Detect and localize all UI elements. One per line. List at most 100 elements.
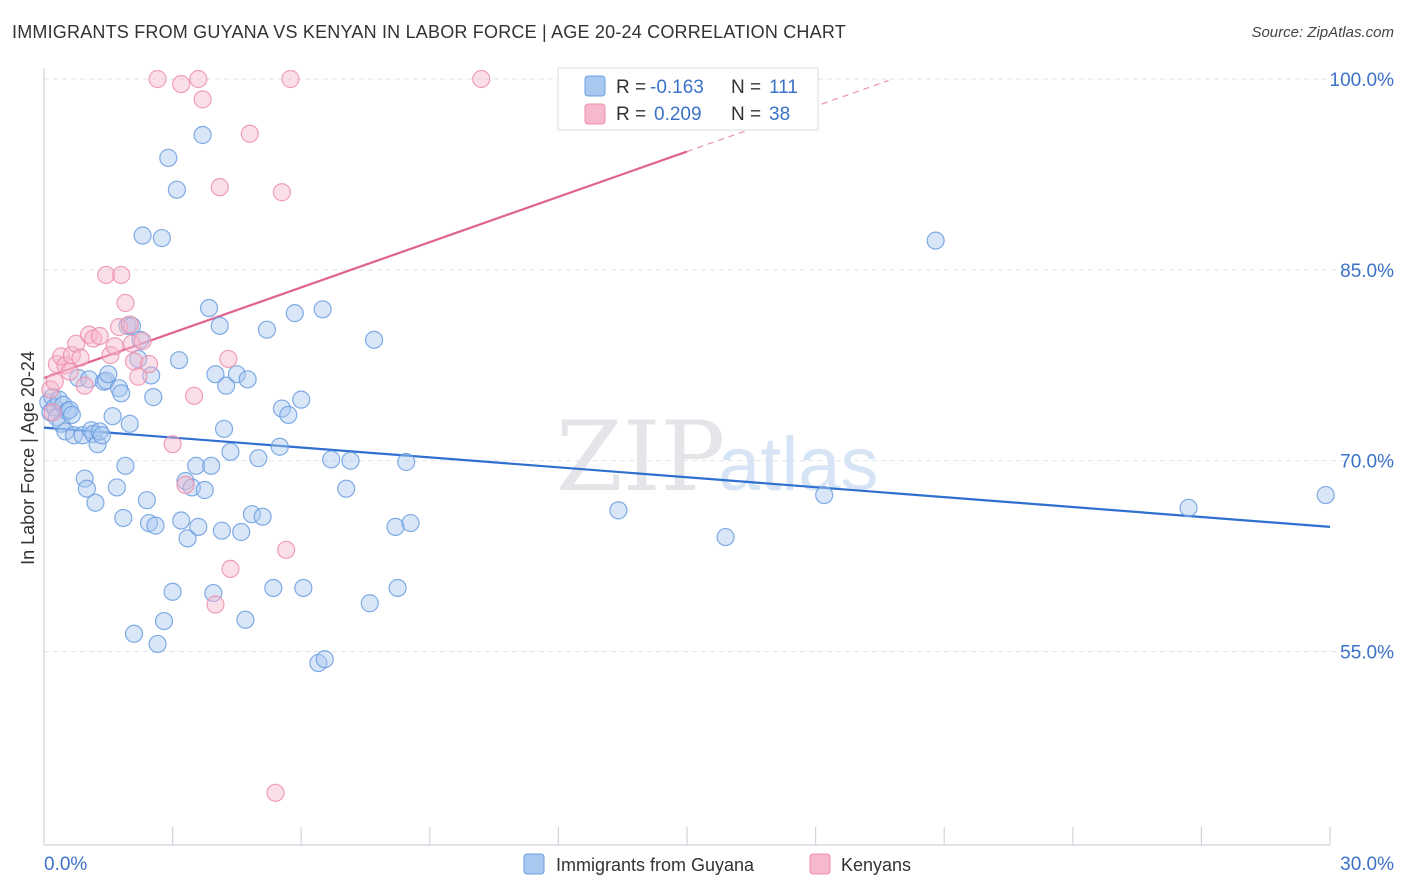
kenyans-point-23 bbox=[129, 367, 148, 386]
kenyans-point-35 bbox=[219, 349, 238, 369]
guyana-point-31 bbox=[114, 508, 133, 528]
guyana-point-71 bbox=[236, 610, 255, 629]
guyana-point-11 bbox=[62, 405, 81, 425]
kenyans-point-26 bbox=[148, 69, 167, 89]
watermark-zip: ZIP bbox=[556, 401, 725, 513]
guyana-point-101 bbox=[1316, 485, 1335, 505]
y-axis-label: In Labor Force | Age 20-24 bbox=[18, 351, 38, 565]
kenyans-point-16 bbox=[105, 337, 124, 356]
guyana-point-72 bbox=[238, 370, 257, 389]
guyana-point-93 bbox=[388, 578, 407, 598]
guyana-point-36 bbox=[124, 624, 144, 643]
y-tick-label-2: 85.0% bbox=[1340, 261, 1394, 282]
guyana-point-92 bbox=[386, 517, 405, 536]
guyana-point-75 bbox=[253, 507, 272, 526]
legend-n-value-1: 111 bbox=[769, 77, 798, 98]
guyana-point-74 bbox=[249, 449, 268, 468]
guyana-point-56 bbox=[187, 456, 206, 475]
kenyans-point-38 bbox=[266, 783, 285, 802]
legend-item-guyana[interactable]: Immigrants from Guyana bbox=[523, 853, 755, 875]
kenyans-trend-extension bbox=[686, 79, 889, 153]
guyana-point-32 bbox=[116, 456, 135, 475]
kenyans-point-15 bbox=[101, 346, 120, 365]
kenyans-point-30 bbox=[184, 386, 204, 405]
legend-swatch-blue bbox=[584, 75, 606, 97]
guyana-point-65 bbox=[212, 521, 231, 540]
guyana-point-67 bbox=[217, 376, 236, 395]
guyana-point-95 bbox=[401, 513, 420, 533]
guyana-point-99 bbox=[926, 231, 945, 250]
guyana-point-81 bbox=[285, 304, 304, 323]
guyana-point-51 bbox=[169, 351, 189, 370]
guyana-point-98 bbox=[815, 485, 834, 505]
guyana-point-62 bbox=[204, 583, 223, 603]
watermark-atlas: atlas bbox=[718, 422, 879, 507]
kenyans-point-41 bbox=[281, 69, 300, 89]
chart-title: IMMIGRANTS FROM GUYANA VS KENYAN IN LABO… bbox=[12, 22, 846, 42]
guyana-point-8 bbox=[56, 422, 75, 441]
kenyans-point-24 bbox=[133, 332, 152, 351]
watermark: ZIP atlas bbox=[556, 401, 879, 513]
kenyans-point-1 bbox=[43, 403, 62, 422]
legend-swatch-kenyans bbox=[809, 853, 831, 875]
kenyans-point-42 bbox=[472, 69, 491, 89]
kenyans-point-6 bbox=[60, 362, 79, 381]
kenyans-point-2 bbox=[45, 372, 64, 391]
kenyans-point-9 bbox=[71, 348, 90, 367]
guyana-point-46 bbox=[152, 228, 171, 248]
guyana-point-44 bbox=[146, 516, 165, 535]
guyana-point-61 bbox=[202, 456, 221, 475]
guyana-point-82 bbox=[292, 390, 311, 409]
bottom-legend: Immigrants from Guyana Kenyans bbox=[523, 853, 911, 875]
guyana-point-94 bbox=[397, 452, 416, 472]
kenyans-point-8 bbox=[67, 334, 86, 353]
guyana-point-57 bbox=[189, 517, 208, 536]
guyana-point-20 bbox=[86, 493, 105, 512]
tick-labels: 55.0% 70.0% 85.0% 100.0% 0.0% 30.0% bbox=[44, 70, 1394, 875]
guyana-point-45 bbox=[148, 634, 167, 654]
kenyans-point-19 bbox=[116, 293, 135, 313]
guyana-point-49 bbox=[163, 582, 182, 601]
kenyans-point-21 bbox=[122, 334, 141, 353]
stats-legend: R = -0.163 N = 111 R = 0.209 N = 38 bbox=[557, 67, 819, 131]
guyana-point-16 bbox=[77, 479, 96, 498]
guyana-point-48 bbox=[159, 148, 178, 167]
guyana-point-42 bbox=[142, 366, 161, 385]
data-points bbox=[39, 69, 1335, 802]
guyana-point-86 bbox=[315, 650, 334, 669]
guyana-point-80 bbox=[279, 405, 298, 425]
kenyans-point-29 bbox=[176, 475, 195, 495]
guyana-point-76 bbox=[257, 320, 277, 339]
guyana-point-70 bbox=[232, 522, 251, 542]
axes bbox=[43, 68, 1331, 846]
x-tick-label-1: 30.0% bbox=[1340, 854, 1394, 875]
guyana-point-89 bbox=[341, 451, 360, 470]
guyana-point-66 bbox=[214, 419, 234, 439]
guyana-point-30 bbox=[112, 384, 131, 403]
kenyans-point-17 bbox=[109, 318, 129, 337]
legend-r-label-1: R = bbox=[616, 77, 646, 98]
kenyans-point-33 bbox=[206, 595, 225, 614]
guyana-point-47 bbox=[154, 611, 174, 631]
kenyans-point-31 bbox=[189, 69, 208, 89]
guyana-point-100 bbox=[1179, 498, 1198, 517]
kenyans-point-13 bbox=[90, 326, 109, 346]
kenyans-point-28 bbox=[172, 74, 191, 94]
guyana-point-60 bbox=[199, 298, 219, 318]
guyana-point-27 bbox=[103, 407, 122, 426]
legend-item-kenyans[interactable]: Kenyans bbox=[809, 853, 911, 875]
kenyans-point-25 bbox=[139, 354, 159, 374]
kenyans-point-10 bbox=[75, 376, 94, 395]
kenyans-point-37 bbox=[240, 124, 259, 143]
legend-n-value-2: 38 bbox=[769, 104, 790, 125]
guyana-point-54 bbox=[178, 529, 197, 548]
guyana-point-63 bbox=[206, 365, 225, 384]
legend-n-label-1: N = bbox=[731, 77, 761, 98]
guyana-point-68 bbox=[221, 442, 240, 461]
legend-r-value-2: 0.209 bbox=[654, 104, 702, 125]
guyana-point-40 bbox=[137, 491, 156, 510]
kenyans-point-22 bbox=[124, 352, 144, 371]
kenyans-point-14 bbox=[97, 265, 116, 285]
legend-label-guyana: Immigrants from Guyana bbox=[556, 855, 755, 875]
legend-r-label-2: R = bbox=[616, 104, 646, 125]
